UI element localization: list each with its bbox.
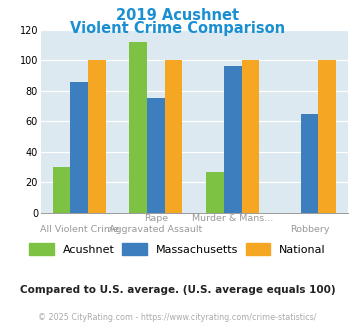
Bar: [70, 82, 88, 213]
Bar: [88, 60, 106, 213]
Bar: [147, 98, 165, 213]
Bar: [241, 60, 259, 213]
Text: Rape: Rape: [144, 214, 168, 223]
Text: 2019 Acushnet: 2019 Acushnet: [116, 8, 239, 23]
Text: All Violent Crime: All Violent Crime: [40, 225, 119, 234]
Text: Violent Crime Comparison: Violent Crime Comparison: [70, 21, 285, 36]
Bar: [130, 42, 147, 213]
Bar: [206, 172, 224, 213]
Bar: [318, 60, 336, 213]
Text: Aggravated Assault: Aggravated Assault: [109, 225, 203, 234]
Text: Robbery: Robbery: [290, 225, 329, 234]
Legend: Acushnet, Massachusetts, National: Acushnet, Massachusetts, National: [29, 243, 326, 255]
Text: Murder & Mans...: Murder & Mans...: [192, 214, 273, 223]
Text: © 2025 CityRating.com - https://www.cityrating.com/crime-statistics/: © 2025 CityRating.com - https://www.city…: [38, 313, 317, 322]
Bar: [224, 66, 241, 213]
Bar: [165, 60, 182, 213]
Bar: [53, 167, 70, 213]
Bar: [301, 114, 318, 213]
Text: Compared to U.S. average. (U.S. average equals 100): Compared to U.S. average. (U.S. average …: [20, 285, 335, 295]
